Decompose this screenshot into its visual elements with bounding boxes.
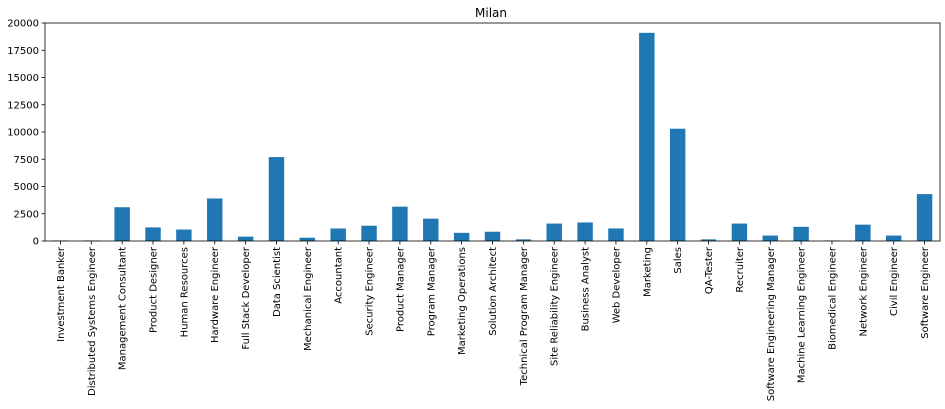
bar xyxy=(176,229,192,241)
bar xyxy=(700,239,717,241)
bar xyxy=(484,231,501,241)
y-tick-label: 7500 xyxy=(14,155,39,166)
x-tick-label: Marketing Operations xyxy=(457,247,468,355)
bar xyxy=(330,228,346,241)
x-tick-label: Distributed Systems Engineer xyxy=(87,246,98,396)
x-tick-label: Mechanical Engineer xyxy=(303,246,314,351)
y-tick-label: 2500 xyxy=(14,209,39,220)
plot-frame xyxy=(44,22,941,242)
bar xyxy=(885,235,902,241)
bar xyxy=(916,194,933,241)
x-tick-label: Machine Learning Engineer xyxy=(797,246,808,383)
bar xyxy=(515,239,532,241)
bar xyxy=(299,237,316,241)
x-tick-label: Recruiter xyxy=(735,246,746,292)
x-tick-label: Network Engineer xyxy=(858,246,869,336)
y-tick-label: 5000 xyxy=(14,182,39,193)
bar xyxy=(361,225,377,241)
y-tick-label: 0 xyxy=(33,237,39,248)
x-tick-label: Security Engineer xyxy=(365,246,376,336)
x-tick-label: Full Stack Developer xyxy=(241,246,252,349)
bar xyxy=(145,227,161,241)
bar xyxy=(207,198,223,241)
x-tick-label: Data Scientist xyxy=(272,247,283,317)
bar xyxy=(731,223,748,241)
x-tick-label: Accountant xyxy=(334,247,345,304)
bar xyxy=(639,32,655,242)
bar xyxy=(392,206,408,241)
bars xyxy=(52,32,933,242)
x-tick-label: Software Engineer xyxy=(920,246,931,339)
x-tick-label: Technical Program Manager xyxy=(519,246,530,386)
x-tick-label: Product Manager xyxy=(395,246,406,332)
bar xyxy=(762,235,778,241)
bar xyxy=(546,223,562,241)
x-tick-label: Civil Engineer xyxy=(889,246,900,316)
x-axis: Investment Banker Distributed Systems Eng… xyxy=(56,241,931,401)
bar xyxy=(577,222,593,241)
bar xyxy=(453,232,470,241)
bar xyxy=(608,228,624,241)
x-tick-label: Solution Architect xyxy=(488,247,499,336)
y-tick-label: 12500 xyxy=(7,100,39,111)
x-tick-label: Site Reliability Engineer xyxy=(550,246,561,366)
y-axis: 0 2500 5000 7500 10000 12500 15000 17500 20000 xyxy=(7,19,45,248)
x-tick-label: Product Designer xyxy=(149,246,160,333)
x-tick-label: QA-Tester xyxy=(704,246,715,294)
x-tick-label: Business Analyst xyxy=(581,247,592,331)
x-tick-label: Human Resources xyxy=(179,247,190,337)
y-tick-label: 17500 xyxy=(7,46,39,57)
x-tick-label: Web Developer xyxy=(611,246,622,323)
x-tick-label: Management Consultant xyxy=(118,247,129,370)
y-tick-label: 10000 xyxy=(7,128,39,139)
chart-title: Milan xyxy=(475,6,507,20)
x-tick-label: Program Manager xyxy=(426,246,437,336)
bar xyxy=(793,226,809,241)
x-tick-label: Marketing xyxy=(642,247,653,297)
x-tick-label: Hardware Engineer xyxy=(210,246,221,343)
bar xyxy=(855,224,871,241)
bar xyxy=(114,207,130,241)
bar xyxy=(237,236,254,241)
x-tick-label: Investment Banker xyxy=(56,246,67,342)
x-tick-label: Sales xyxy=(673,247,684,274)
y-tick-label: 20000 xyxy=(7,19,39,30)
y-tick-label: 15000 xyxy=(7,73,39,84)
x-tick-label: Biomedical Engineer xyxy=(827,246,838,350)
bar xyxy=(268,157,285,241)
bar xyxy=(423,218,439,241)
x-tick-label: Software Engineering Manager xyxy=(766,246,777,401)
bar xyxy=(669,128,686,241)
